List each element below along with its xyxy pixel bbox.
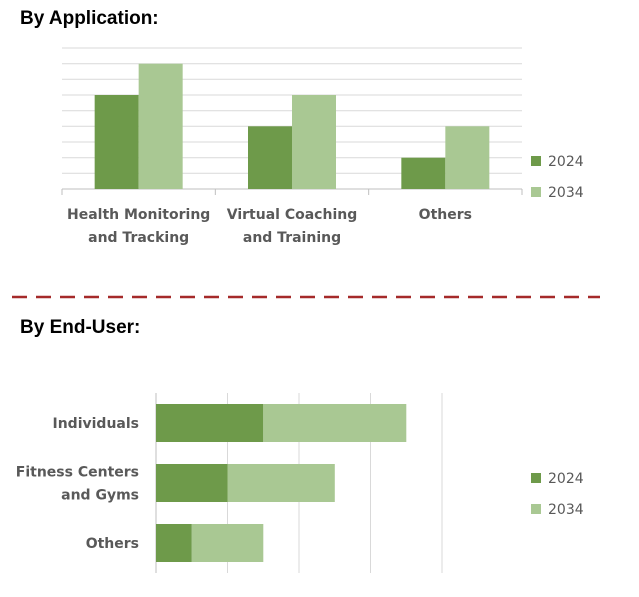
bar-2024-2 <box>401 157 446 189</box>
legend-swatch-2024 <box>531 473 541 483</box>
legend-swatch-2034 <box>531 187 541 197</box>
bar-2024-2 <box>156 524 192 562</box>
x-tick-label: Health Monitoring and Tracking <box>67 207 210 246</box>
y-tick-label: Others <box>86 536 139 552</box>
bar-2024-0 <box>156 404 264 442</box>
bar-2034-2 <box>445 126 490 189</box>
y-tick-label: Fitness Centers and Gyms <box>16 465 139 504</box>
legend-label-2034: 2034 <box>548 502 584 518</box>
bar-2024-0 <box>94 95 139 189</box>
y-tick-label: Individuals <box>53 416 140 432</box>
x-tick-label: Others <box>419 207 472 223</box>
legend-label-2034: 2034 <box>548 185 584 201</box>
end-user-bar-chart: Individuals Fitness Centers and Gyms Others… <box>16 393 584 573</box>
bar-2034-0 <box>263 404 407 442</box>
bar-2024-1 <box>156 464 228 502</box>
x-tick-label: Virtual Coaching and Training <box>227 207 357 246</box>
bar-2034-0 <box>138 63 183 190</box>
legend-label-2024: 2024 <box>548 154 584 170</box>
end-user-section-title: By End-User: <box>20 317 141 338</box>
application-bar-chart: Health Monitoring and Tracking Virtual Coa… <box>61 47 584 246</box>
bar-2034-1 <box>292 95 336 189</box>
legend-swatch-2024 <box>531 156 541 166</box>
application-section-title: By Application: <box>20 8 159 29</box>
legend-label-2024: 2024 <box>548 471 584 487</box>
bar-2034-2 <box>191 524 264 562</box>
bar-2024-1 <box>248 126 292 189</box>
legend-swatch-2034 <box>531 504 541 514</box>
bar-2034-1 <box>227 464 335 502</box>
